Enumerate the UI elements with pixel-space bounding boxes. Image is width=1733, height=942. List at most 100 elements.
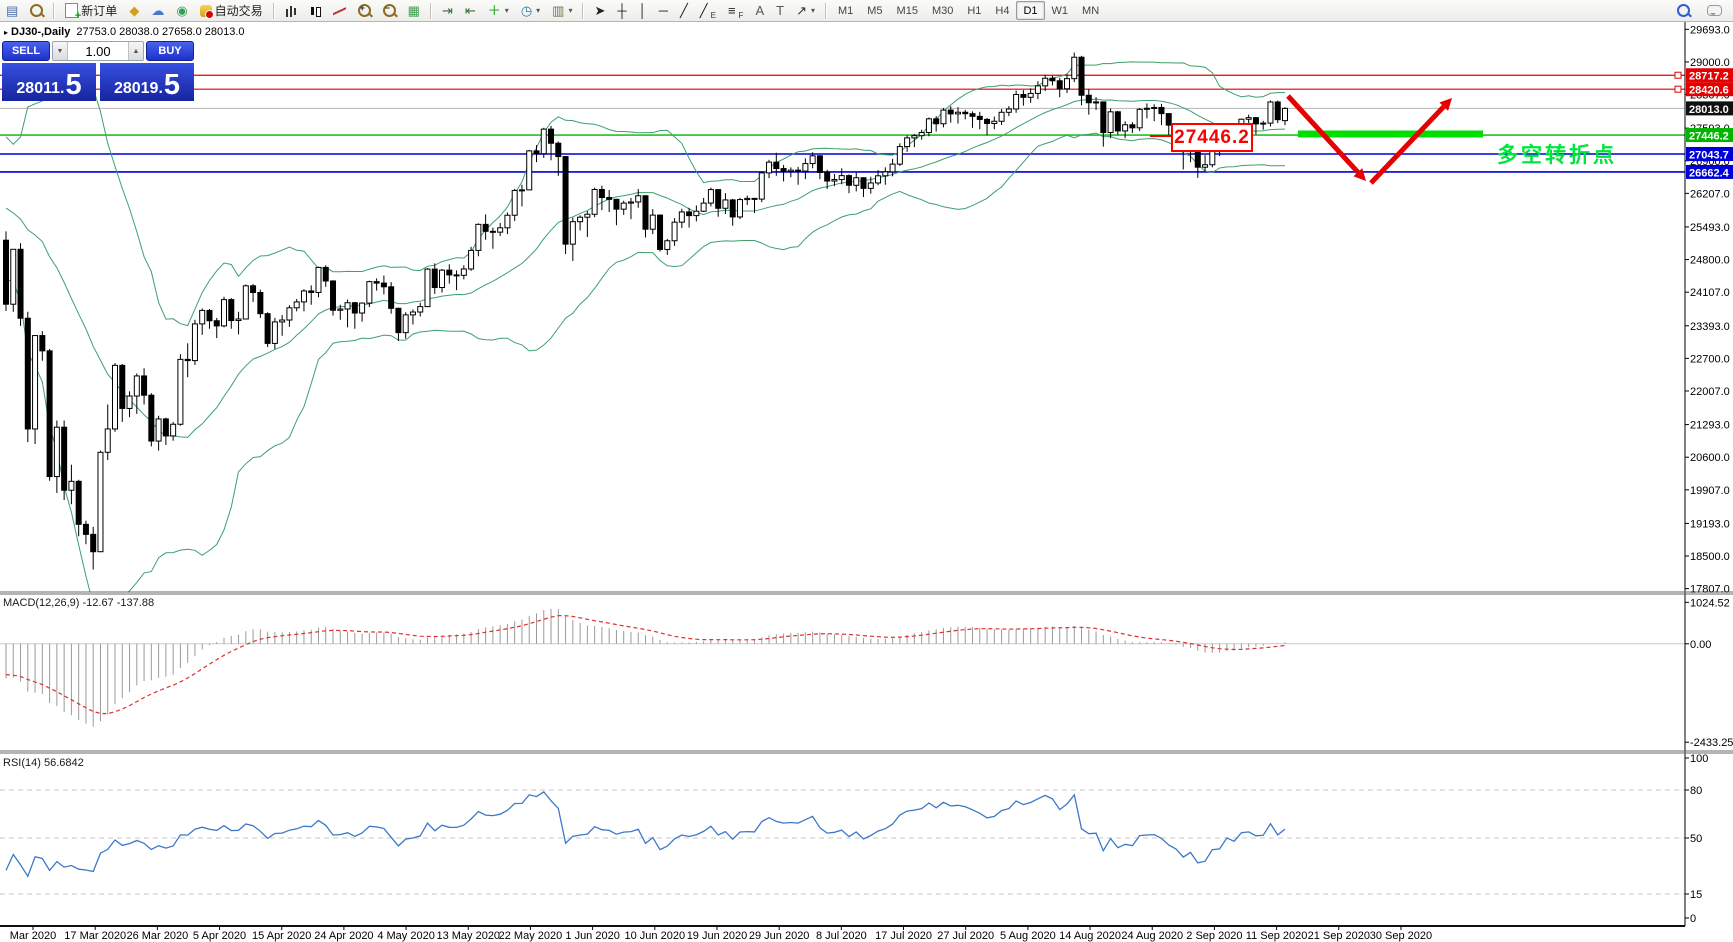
sell-button[interactable]: SELL: [2, 41, 50, 61]
red-arrow-object[interactable]: [1369, 98, 1452, 185]
community-button[interactable]: ☁: [146, 1, 169, 21]
candle-bullish: [954, 111, 961, 115]
vertical-line-tool-button[interactable]: │: [634, 1, 652, 21]
search-button[interactable]: [1672, 1, 1695, 21]
price-badge: [1686, 101, 1733, 116]
line-handle[interactable]: [1674, 85, 1682, 93]
candle-bearish: [228, 299, 235, 322]
candle-bullish: [918, 132, 925, 137]
text-tool-button[interactable]: A: [750, 1, 769, 21]
timeframe-m5[interactable]: M5: [867, 4, 883, 17]
period-button[interactable]: ◷ ▾: [516, 1, 545, 21]
line-handle[interactable]: [1674, 71, 1682, 79]
fibonacci-tool-button[interactable]: ≡ F: [723, 1, 748, 21]
chat-button[interactable]: [1702, 1, 1727, 21]
candle-bullish: [1202, 164, 1209, 168]
candle-bearish: [824, 171, 831, 182]
trendline-tool-button[interactable]: ╱: [675, 1, 693, 21]
candle-bearish: [206, 309, 213, 322]
candle-bullish: [649, 214, 656, 230]
candle-bullish: [831, 179, 838, 182]
candle-bearish: [1020, 93, 1027, 98]
rsi-line: [5, 791, 1286, 878]
candle-bearish: [751, 197, 758, 200]
add-indicator-button[interactable]: ＋ ▾: [483, 1, 514, 21]
volume-value[interactable]: 1.00: [85, 43, 111, 59]
volume-stepper[interactable]: ▼ 1.00 ▲: [52, 41, 144, 61]
buy-price-panel[interactable]: 28019. 5: [100, 63, 194, 101]
tile-windows-button[interactable]: ▦: [403, 1, 425, 21]
zoom-in-button[interactable]: +: [353, 1, 376, 21]
auto-scroll-button[interactable]: ⇥: [437, 1, 458, 21]
candle-bearish: [729, 199, 736, 218]
timeframe-h1[interactable]: H1: [967, 4, 982, 17]
date-tick-label: 13 May 2020: [436, 930, 500, 942]
candle-bearish: [1085, 94, 1092, 104]
profiles-button[interactable]: [25, 1, 48, 21]
fibonacci-tool-icon: ≡: [727, 3, 736, 18]
cursor-tool-button[interactable]: ➤: [589, 1, 610, 21]
price-tick-label: 29693.0: [1690, 24, 1730, 36]
timeframe-m15[interactable]: M15: [896, 4, 918, 17]
autotrading-button[interactable]: 自动交易: [195, 1, 268, 21]
candle-bullish: [32, 335, 39, 430]
price-annotation-box[interactable]: 27446.2: [1171, 123, 1253, 152]
timeframe-h4[interactable]: H4: [995, 4, 1010, 17]
macd-signal-line: [5, 614, 1286, 715]
date-tick-label: 26 Mar 2020: [126, 930, 188, 942]
candle-bullish: [991, 120, 998, 124]
red-arrow-object[interactable]: [1286, 94, 1366, 181]
candle-bearish: [1056, 80, 1063, 90]
timeframe-d1[interactable]: D1: [1016, 1, 1045, 20]
volume-decrease-icon[interactable]: ▼: [53, 42, 68, 60]
profiles-icon: [30, 4, 44, 17]
line-chart-button[interactable]: [328, 1, 351, 21]
candle-bearish: [388, 286, 395, 309]
candle-bullish: [1005, 108, 1012, 113]
text-label-tool-button[interactable]: T: [771, 1, 789, 21]
sell-price-panel[interactable]: 28011. 5: [2, 63, 96, 101]
candle-bullish: [867, 182, 874, 189]
candle-bearish: [446, 269, 453, 276]
horizontal-line-tool-button[interactable]: ─: [654, 1, 673, 21]
template-button[interactable]: ▥ ▾: [547, 1, 577, 21]
timeframe-mn[interactable]: MN: [1082, 4, 1100, 17]
candle-bullish: [1042, 77, 1049, 87]
arrows-tool-button[interactable]: ↗ ▾: [791, 1, 820, 21]
crosshair-tool-button[interactable]: ┼: [612, 1, 631, 21]
candle-bearish: [613, 198, 620, 210]
candle-bearish: [322, 266, 329, 282]
candle-bearish: [715, 189, 722, 209]
green-trendline-object[interactable]: [1298, 130, 1483, 138]
candle-bearish: [1129, 124, 1136, 129]
chart-shift-button[interactable]: ⇤: [460, 1, 481, 21]
candle-bullish: [722, 199, 729, 209]
new-order-button[interactable]: 新订单: [60, 1, 122, 22]
candle-bearish: [184, 358, 191, 362]
metaeditor-button[interactable]: ◆: [124, 1, 144, 21]
channel-tool-button[interactable]: ╱ E: [695, 1, 721, 21]
new-chart-button[interactable]: ▤: [1, 1, 23, 21]
candle-bullish: [896, 146, 903, 165]
candlestick-chart-button[interactable]: [304, 1, 326, 21]
buy-button[interactable]: BUY: [146, 41, 194, 61]
turning-point-annotation[interactable]: 多空转折点: [1497, 144, 1617, 167]
date-tick-label: Mar 2020: [10, 930, 56, 942]
candle-bullish: [569, 221, 576, 245]
zoom-out-button[interactable]: −: [378, 1, 401, 21]
volume-increase-icon[interactable]: ▲: [128, 42, 143, 60]
candle-bullish: [1245, 117, 1252, 120]
candle-bullish: [998, 111, 1005, 122]
bar-chart-button[interactable]: [280, 1, 302, 21]
candle-bearish: [933, 118, 940, 125]
timeframe-w1[interactable]: W1: [1051, 4, 1069, 17]
signals-button[interactable]: ◉: [171, 1, 192, 21]
timeframe-m30[interactable]: M30: [931, 4, 954, 17]
macd-tick-label: -2433.25: [1690, 737, 1733, 749]
candle-bullish: [838, 175, 845, 181]
candle-bearish: [330, 280, 337, 311]
timeframe-m1[interactable]: M1: [837, 4, 854, 17]
date-tick-label: 5 Apr 2020: [193, 930, 246, 942]
candle-bullish: [1107, 111, 1114, 134]
